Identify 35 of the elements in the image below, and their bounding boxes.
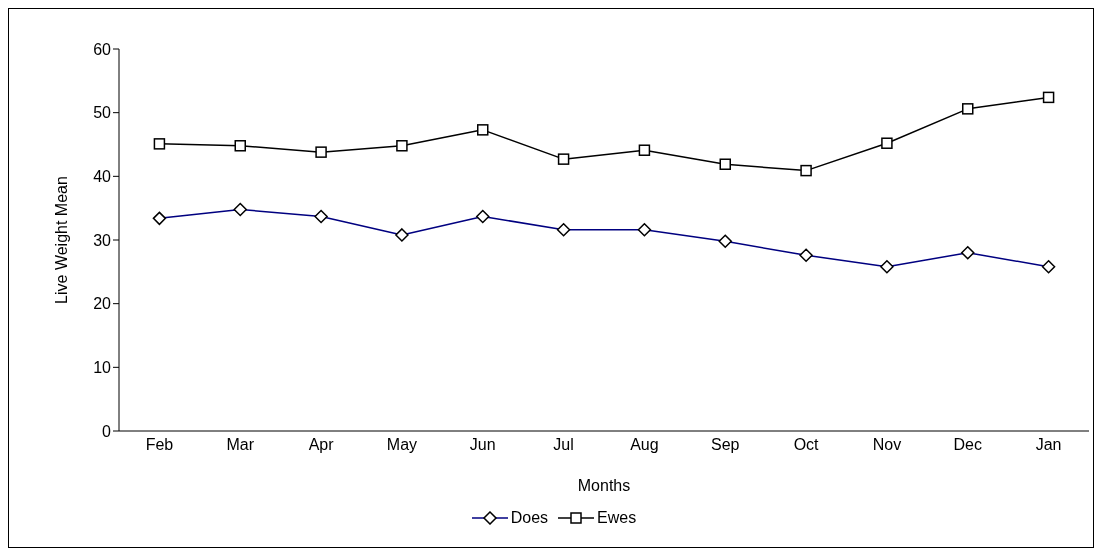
y-tick-label: 20 [93,295,112,313]
x-tick-label: Jul [553,436,574,454]
point [881,137,893,149]
y-tick-label: 10 [93,359,112,377]
point [719,158,731,170]
y-tick-label: 60 [93,40,112,58]
y-tick-label: 50 [93,104,112,122]
point [800,164,812,177]
x-tick-label: Mar [226,436,255,454]
y-axis-title: Live Weight Mean [52,176,70,304]
point [557,153,570,165]
point [396,140,408,152]
x-tick-label: Sep [711,436,740,454]
y-tick-label: 30 [93,231,112,249]
point [962,103,974,115]
point [234,140,246,152]
point [638,144,651,156]
x-tick-label: Aug [630,436,659,454]
point [1042,91,1055,104]
x-tick-label: May [386,436,418,454]
legend-label: Does [510,509,549,527]
point [477,124,489,136]
x-tick-label: Jun [469,436,496,454]
x-tick-label: Feb [145,436,174,454]
x-tick-label: Apr [308,436,335,454]
y-tick-label: 0 [102,422,112,440]
x-tick-label: Oct [793,436,820,454]
point [315,146,327,158]
x-tick-label: Nov [872,436,902,454]
legend-label: Ewes [597,509,637,527]
y-tick-label: 40 [93,168,112,186]
x-tick-label: Jan [1035,436,1062,454]
x-tick-label: Dec [953,436,982,454]
point [153,138,166,150]
x-axis-title: Months [577,477,631,494]
